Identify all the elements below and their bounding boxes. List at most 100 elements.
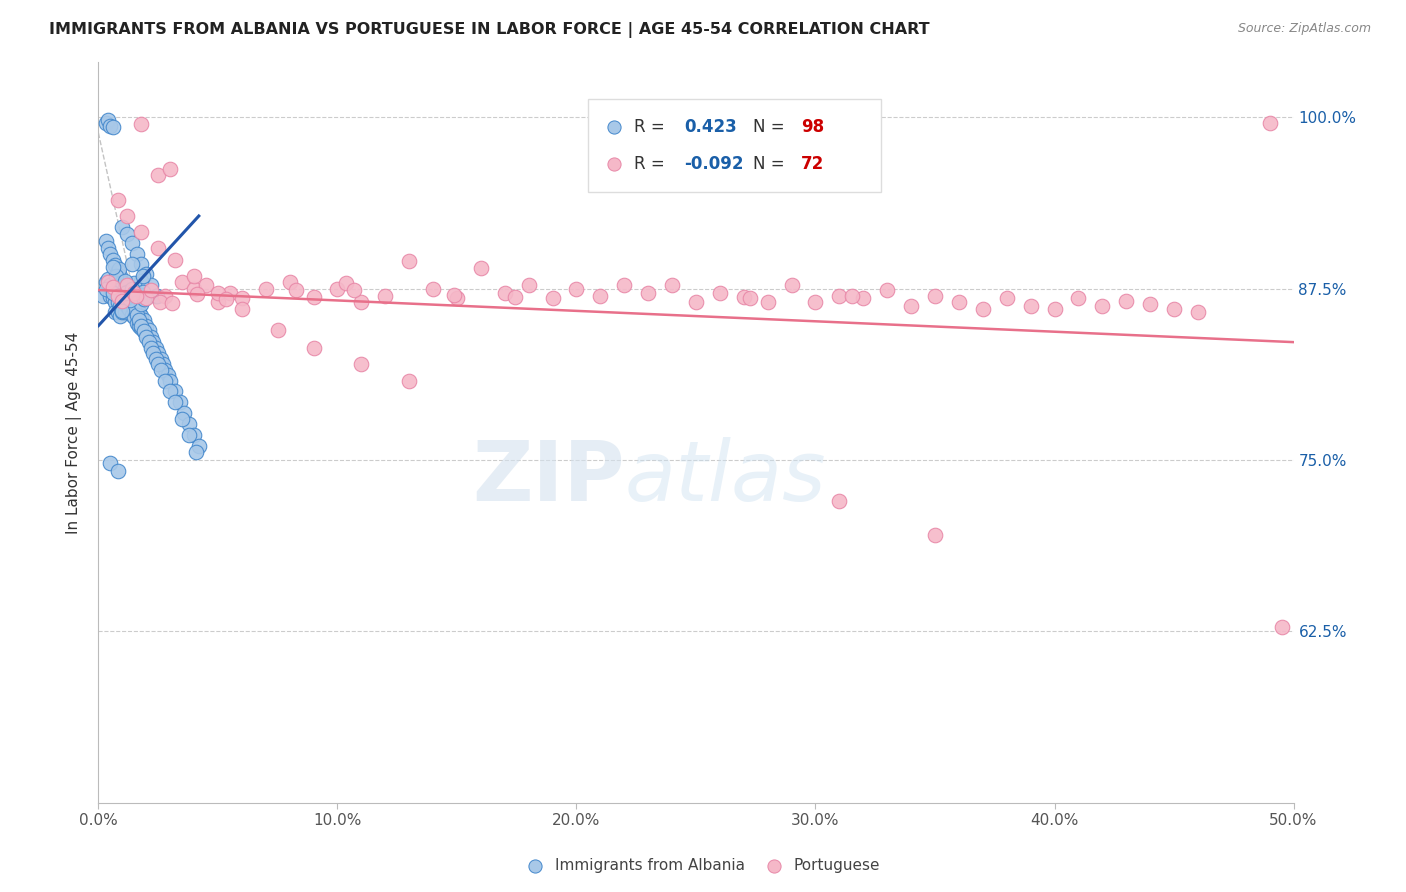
Point <box>114 275 136 289</box>
Point <box>94 116 117 130</box>
Point <box>128 313 150 327</box>
Point <box>139 283 162 297</box>
Point <box>131 309 153 323</box>
Point <box>135 326 157 341</box>
Point <box>733 290 755 304</box>
Point <box>494 285 516 300</box>
Point <box>111 290 134 304</box>
Point <box>756 295 779 310</box>
Point <box>186 286 208 301</box>
Point <box>107 305 129 319</box>
Text: ZIP: ZIP <box>472 436 624 517</box>
Point <box>139 277 162 292</box>
Point <box>131 117 153 131</box>
Point <box>115 227 138 241</box>
Point <box>122 276 145 290</box>
Point <box>107 285 129 300</box>
Point <box>517 277 540 292</box>
Point <box>111 305 134 319</box>
Point <box>118 293 141 307</box>
Point <box>155 288 177 302</box>
Point <box>107 193 129 207</box>
Text: IMMIGRANTS FROM ALBANIA VS PORTUGUESE IN LABOR FORCE | AGE 45-54 CORRELATION CHA: IMMIGRANTS FROM ALBANIA VS PORTUGUESE IN… <box>49 22 929 38</box>
Point <box>142 346 165 360</box>
Point <box>108 309 131 323</box>
Point <box>98 288 122 302</box>
Point <box>94 234 117 248</box>
Point <box>159 162 181 177</box>
Point <box>107 295 129 310</box>
Point <box>186 445 208 459</box>
Point <box>114 280 136 294</box>
Point <box>139 341 162 355</box>
Point <box>215 293 238 307</box>
Point <box>135 267 157 281</box>
Point <box>187 439 209 453</box>
Point <box>924 288 946 302</box>
Point <box>131 321 153 335</box>
Point <box>852 291 875 305</box>
Point <box>163 384 186 399</box>
Point <box>111 219 134 234</box>
Point <box>169 395 191 409</box>
Point <box>124 310 146 325</box>
Point <box>96 282 118 296</box>
Point <box>115 285 138 299</box>
Point <box>443 288 465 302</box>
Point <box>114 282 136 296</box>
Point <box>156 368 179 382</box>
Point <box>1019 300 1042 314</box>
Point <box>121 308 143 322</box>
Point <box>114 293 136 308</box>
Point <box>103 285 125 300</box>
Point <box>163 395 186 409</box>
Point <box>117 285 139 300</box>
Point <box>104 269 127 284</box>
Point <box>738 291 761 305</box>
Point <box>876 283 898 297</box>
Text: -0.092: -0.092 <box>685 155 744 173</box>
Point <box>115 300 138 314</box>
Point <box>125 288 148 302</box>
Point <box>335 276 357 290</box>
Text: 72: 72 <box>801 155 824 173</box>
Point <box>125 300 148 314</box>
Text: Source: ZipAtlas.com: Source: ZipAtlas.com <box>1237 22 1371 36</box>
Point <box>121 281 143 295</box>
Text: N =: N = <box>754 118 790 136</box>
Point <box>132 285 155 300</box>
Point <box>804 295 827 310</box>
Point <box>131 274 153 288</box>
Point <box>254 282 277 296</box>
Point <box>183 282 205 296</box>
Point <box>142 335 165 350</box>
Point <box>132 269 155 284</box>
Point <box>422 282 444 296</box>
Point <box>1115 293 1137 308</box>
Point <box>98 456 122 470</box>
Text: N =: N = <box>754 155 790 173</box>
Point <box>972 302 994 317</box>
Point <box>326 282 349 296</box>
Point <box>125 316 148 330</box>
Point <box>104 283 127 297</box>
Point <box>685 295 707 310</box>
Point <box>98 277 122 292</box>
Point <box>179 428 201 442</box>
Point <box>128 318 150 333</box>
Text: atlas: atlas <box>624 436 825 517</box>
Point <box>104 258 127 272</box>
Point <box>111 277 134 292</box>
Point <box>124 293 146 308</box>
Point <box>108 275 131 289</box>
Point <box>108 300 131 314</box>
Point <box>107 288 129 302</box>
Point <box>149 351 172 366</box>
Text: 0.423: 0.423 <box>685 118 737 136</box>
Point <box>302 341 325 355</box>
Point <box>350 357 373 371</box>
Point <box>146 289 169 303</box>
Point <box>1258 116 1281 130</box>
Point <box>115 209 138 223</box>
Point <box>1091 300 1114 314</box>
